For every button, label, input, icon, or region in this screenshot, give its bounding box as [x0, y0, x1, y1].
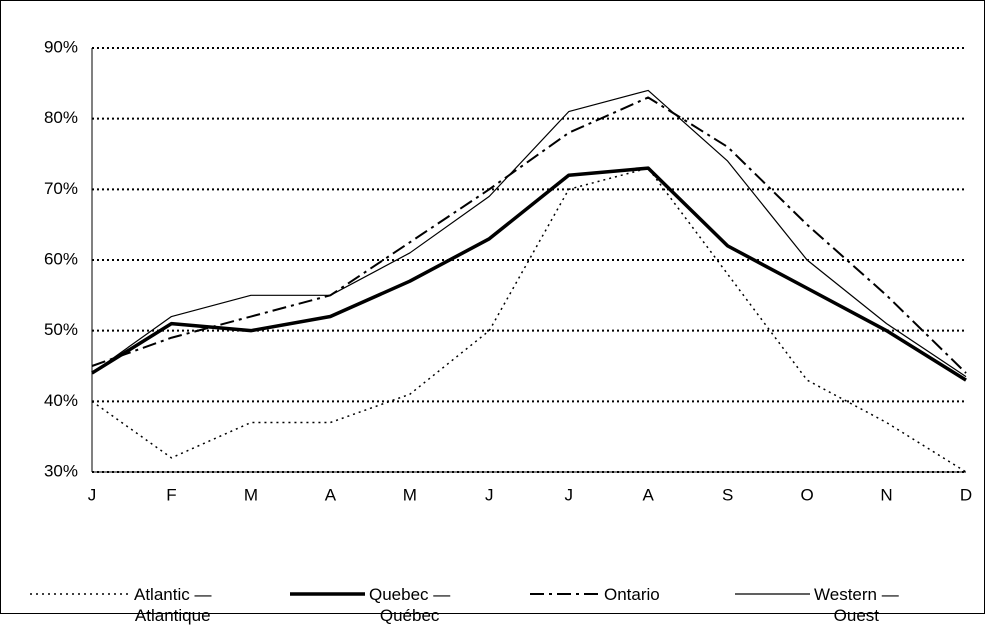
x-tick-label: M	[403, 485, 417, 504]
x-tick-label: M	[244, 485, 258, 504]
y-tick-label: 30%	[44, 461, 78, 480]
chart: 30% 40% 50% 60% 70% 80% 90% J F M A M J J A S O N D	[44, 37, 972, 504]
x-tick-label: A	[325, 485, 337, 504]
legend-swatch	[735, 593, 810, 595]
legend-label: Western — Ouest	[814, 585, 899, 625]
series-line	[91, 96, 967, 374]
y-tick-label: 90%	[44, 37, 78, 56]
series-line	[91, 167, 967, 473]
legend: Atlantic — Atlantique Quebec — Québec Onta…	[0, 584, 985, 625]
x-tick-label: D	[960, 485, 972, 504]
x-tick-label: A	[643, 485, 655, 504]
y-tick-label: 50%	[44, 320, 78, 339]
series-line	[91, 89, 967, 378]
x-tick-label: O	[800, 485, 813, 504]
legend-label: Atlantic — Atlantique	[134, 585, 212, 625]
x-tick-label: J	[485, 485, 494, 504]
legend-item: Quebec — Québec	[290, 584, 450, 626]
y-tick-label: 70%	[44, 179, 78, 198]
legend-item: Atlantic — Atlantique	[30, 584, 211, 626]
y-tick-label: 60%	[44, 249, 78, 268]
y-tick-label: 80%	[44, 108, 78, 127]
x-tick-label: S	[722, 485, 733, 504]
series-line	[91, 166, 967, 382]
x-tick-label: J	[88, 485, 97, 504]
legend-swatch	[30, 593, 130, 595]
legend-swatch	[530, 593, 600, 595]
legend-item: Ontario	[530, 584, 660, 605]
legend-item: Western — Ouest	[735, 584, 899, 626]
legend-label: Quebec — Québec	[369, 585, 451, 625]
x-tick-label: F	[166, 485, 176, 504]
x-tick-label: N	[880, 485, 892, 504]
x-tick-label: J	[564, 485, 573, 504]
legend-label: Ontario	[604, 585, 660, 604]
legend-swatch	[290, 592, 365, 596]
y-tick-label: 40%	[44, 391, 78, 410]
